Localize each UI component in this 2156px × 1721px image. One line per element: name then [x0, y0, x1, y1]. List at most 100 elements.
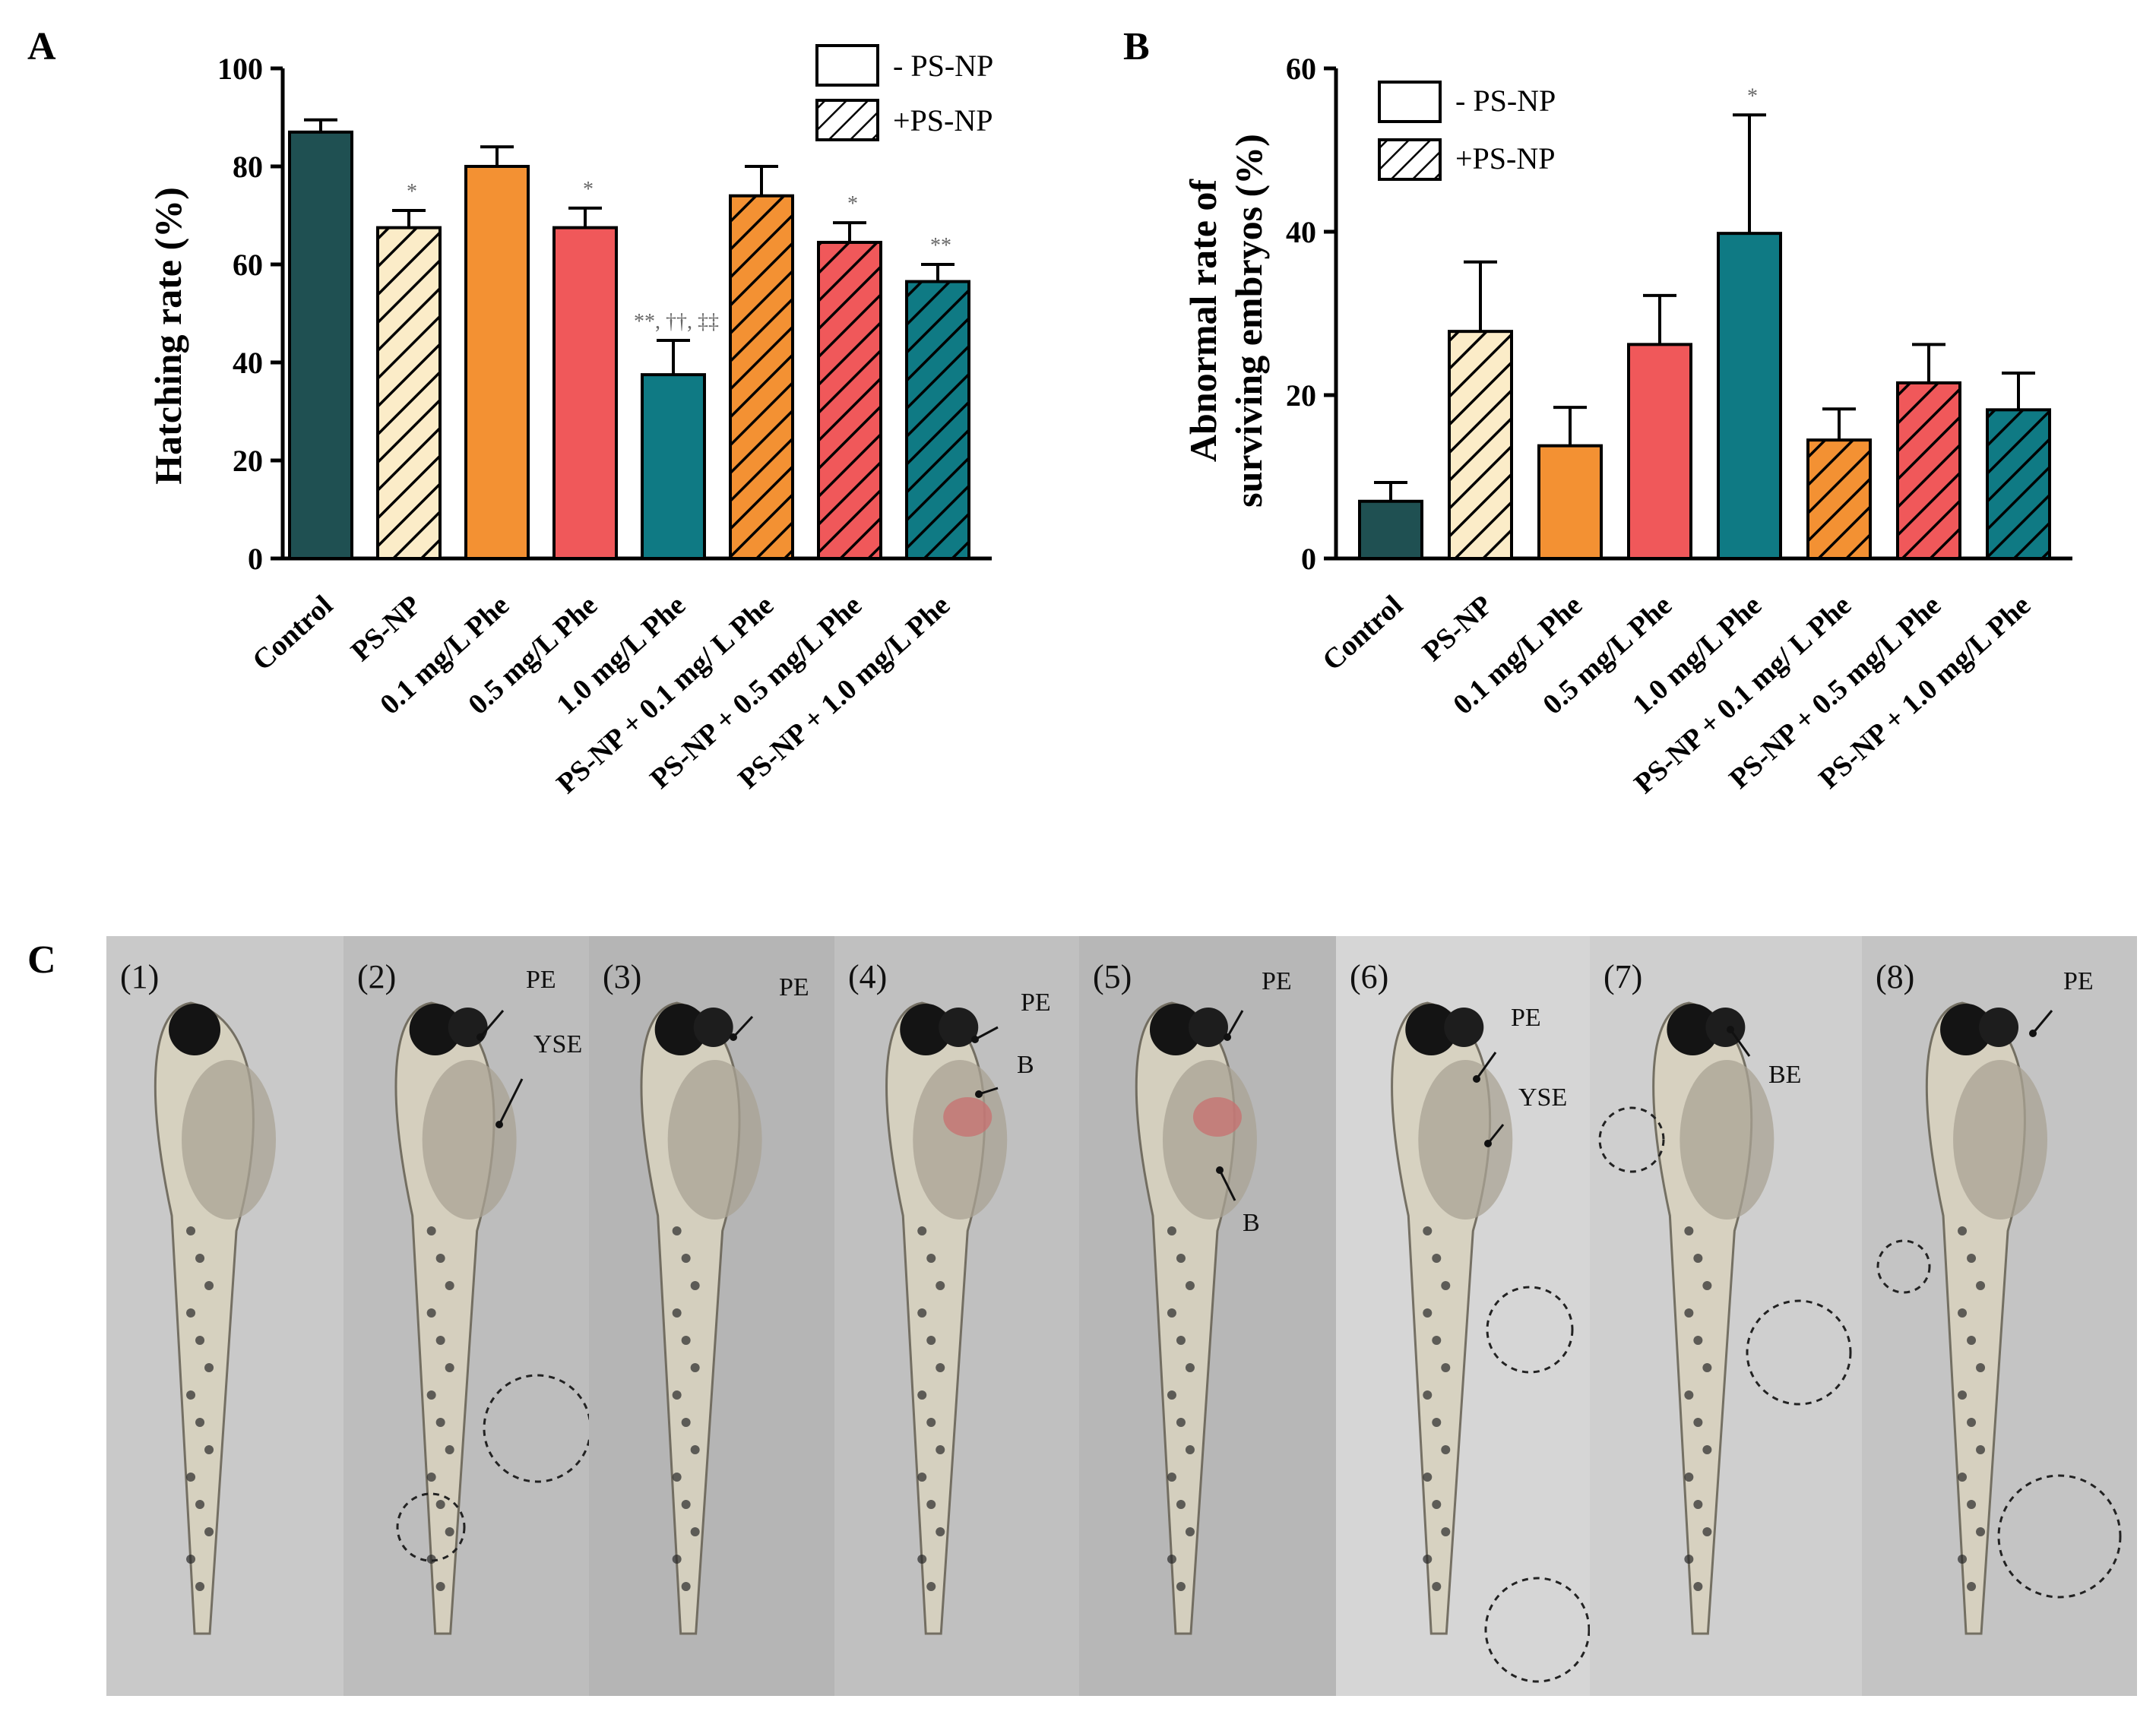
significance-label-a-6: *: [847, 192, 858, 216]
particle-aggregate-circle: [1746, 1299, 1852, 1406]
annotation-label: PE: [2063, 967, 2094, 995]
pigment-spot: [917, 1390, 927, 1400]
pigment-spot: [1423, 1226, 1433, 1235]
larva-image-7: (7) BE: [1590, 936, 1862, 1696]
pigment-spot: [936, 1363, 945, 1372]
image-number-label: (7): [1604, 958, 1642, 995]
significance-label-a-7: **: [930, 234, 951, 258]
y-tick-label-b: 60: [1286, 52, 1316, 86]
pigment-spot: [1167, 1226, 1176, 1235]
pigment-spot: [1432, 1500, 1442, 1509]
annotation-label: B: [1017, 1051, 1034, 1079]
larva-eye: [1188, 1008, 1228, 1047]
larva-eye: [1667, 1004, 1719, 1055]
significance-label-a-3: *: [583, 178, 594, 201]
annotation-label: PE: [779, 973, 809, 1001]
pigment-spot: [672, 1555, 682, 1564]
arrow-head: [476, 1033, 484, 1041]
pigment-spot: [672, 1473, 682, 1482]
pigment-spot: [690, 1281, 700, 1290]
arrow-head: [730, 1033, 737, 1041]
yolk-sac: [667, 1060, 762, 1220]
pigment-spot: [1684, 1390, 1694, 1400]
larva-eye: [1149, 1004, 1201, 1055]
bleeding-spot: [943, 1097, 993, 1137]
annotation-arrow: [2031, 1010, 2053, 1034]
pigment-spot: [690, 1527, 700, 1536]
arrow-head: [971, 1036, 979, 1043]
annotation-arrow: [1475, 1052, 1497, 1080]
pigment-spot: [186, 1555, 196, 1564]
pigment-spot: [1967, 1254, 1977, 1263]
particle-aggregate-circle: [1876, 1239, 1931, 1294]
category-label-a-1: PS-NP: [345, 589, 427, 667]
larva-image-2: (2) PE YSE: [344, 936, 592, 1696]
annotation-label: PE: [1021, 989, 1051, 1017]
pigment-spot: [426, 1473, 436, 1482]
pigment-spot: [681, 1254, 691, 1263]
pigment-spot: [1176, 1254, 1186, 1263]
pigment-spot: [1432, 1582, 1442, 1591]
legend-label-minus-a: - PS-NP: [893, 49, 993, 83]
pigment-spot: [1684, 1226, 1694, 1235]
pigment-spot: [1967, 1500, 1977, 1509]
bar-hatch-b-6: [1898, 382, 1960, 558]
pigment-spot: [926, 1336, 936, 1345]
pigment-spot: [435, 1582, 445, 1591]
image-number-label: (4): [848, 958, 887, 995]
pigment-spot: [1185, 1445, 1195, 1454]
pigment-spot: [1185, 1527, 1195, 1536]
pigment-spot: [1958, 1390, 1968, 1400]
pigment-spot: [195, 1500, 205, 1509]
zebrafish-larva-icon: [885, 1001, 1008, 1635]
arrow-head: [1216, 1166, 1224, 1174]
pigment-spot: [1423, 1555, 1433, 1564]
annotation-arrow: [498, 1078, 524, 1125]
bar-hatch-b-5: [1808, 440, 1870, 558]
pigment-spot: [1702, 1281, 1712, 1290]
arrow-head: [1473, 1075, 1480, 1083]
panel-label-c: C: [27, 938, 56, 982]
pigment-spot: [445, 1363, 454, 1372]
zebrafish-larva-icon: [154, 1001, 277, 1635]
image-number-label: (3): [603, 958, 641, 995]
bar-hatch-a-5: [730, 195, 793, 558]
pigment-spot: [426, 1308, 436, 1318]
pigment-spot: [1185, 1363, 1195, 1372]
pigment-spot: [1976, 1363, 1986, 1372]
category-label-a-0: Control: [246, 589, 339, 677]
yolk-sac: [1418, 1060, 1513, 1220]
pigment-spot: [1432, 1254, 1442, 1263]
annotation-arrow: [732, 1015, 754, 1039]
larva-eye: [693, 1008, 733, 1047]
pigment-spot: [681, 1582, 691, 1591]
pigment-spot: [936, 1281, 945, 1290]
pigment-spot: [917, 1555, 927, 1564]
pigment-spot: [1693, 1582, 1703, 1591]
larva-image-5: (5) PE B: [1079, 936, 1336, 1696]
particle-aggregate-circle: [1598, 1106, 1665, 1173]
significance-label-a-1: *: [407, 180, 417, 204]
larva-image-3: (3) PE: [589, 936, 834, 1696]
bar-b-3: [1629, 344, 1691, 558]
legend-swatch-minus-a: [815, 44, 879, 87]
particle-aggregate-circle: [1997, 1474, 2122, 1599]
legend-a: - PS-NP +PS-NP: [815, 44, 993, 141]
pigment-spot: [690, 1363, 700, 1372]
pigment-spot: [1976, 1445, 1986, 1454]
y-tick-label-b: 0: [1301, 542, 1316, 576]
bar-hatch-a-7: [907, 281, 969, 558]
pigment-spot: [926, 1582, 936, 1591]
annotation-arrow: [1486, 1124, 1505, 1144]
pigment-spot: [1684, 1308, 1694, 1318]
pigment-spot: [1693, 1254, 1703, 1263]
annotation-label: YSE: [1518, 1084, 1567, 1112]
bar-b-0: [1360, 501, 1422, 558]
pigment-spot: [195, 1582, 205, 1591]
arrow-head: [495, 1121, 503, 1128]
pigment-spot: [204, 1445, 214, 1454]
pigment-spot: [1702, 1363, 1712, 1372]
bar-a-2: [466, 166, 528, 558]
annotation-label: BE: [1768, 1061, 1801, 1089]
y-tick-label-a: 60: [233, 248, 263, 282]
